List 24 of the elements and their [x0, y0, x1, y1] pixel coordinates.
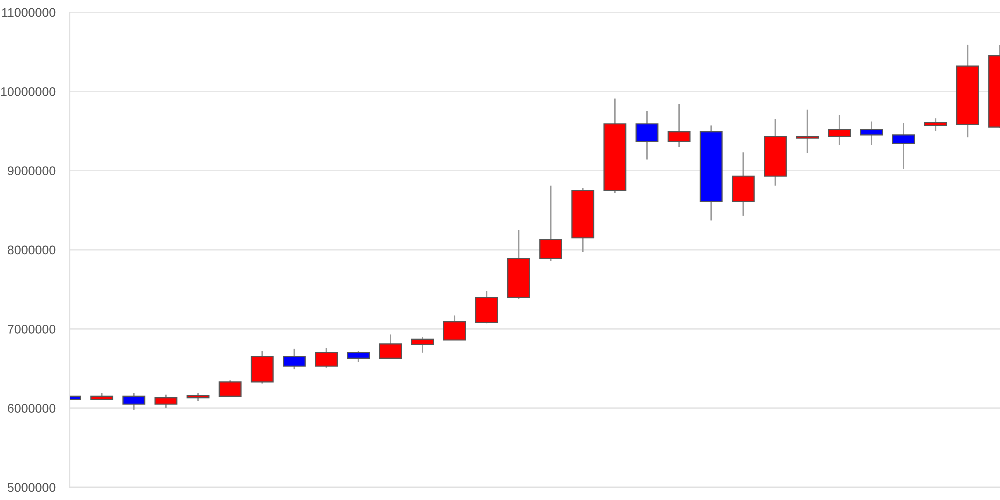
candlestick [540, 185, 562, 262]
candlestick [283, 348, 306, 370]
candlestick [315, 347, 338, 369]
y-tick-label: 6000000 [8, 404, 56, 413]
candlestick [636, 110, 659, 160]
candlestick [892, 122, 916, 170]
candlestick [347, 350, 370, 364]
candlestick [154, 394, 178, 410]
y-tick-label: 10000000 [1, 87, 56, 96]
candlestick [860, 121, 884, 146]
candlestick [122, 392, 146, 411]
candlestick [411, 336, 434, 354]
y-tick-label: 11000000 [2, 8, 56, 18]
candlestick [828, 114, 852, 146]
candlestick [796, 109, 820, 154]
y-tick-label: 5000000 [8, 483, 56, 492]
candlestick [924, 118, 948, 132]
y-tick-label: 7000000 [8, 324, 56, 334]
y-tick-label: 8000000 [8, 246, 56, 255]
y-tick-label: 9000000 [8, 166, 56, 176]
candlestick [443, 315, 466, 341]
candlestick [668, 104, 691, 148]
candlestick [218, 380, 242, 398]
candlestick [379, 334, 402, 360]
